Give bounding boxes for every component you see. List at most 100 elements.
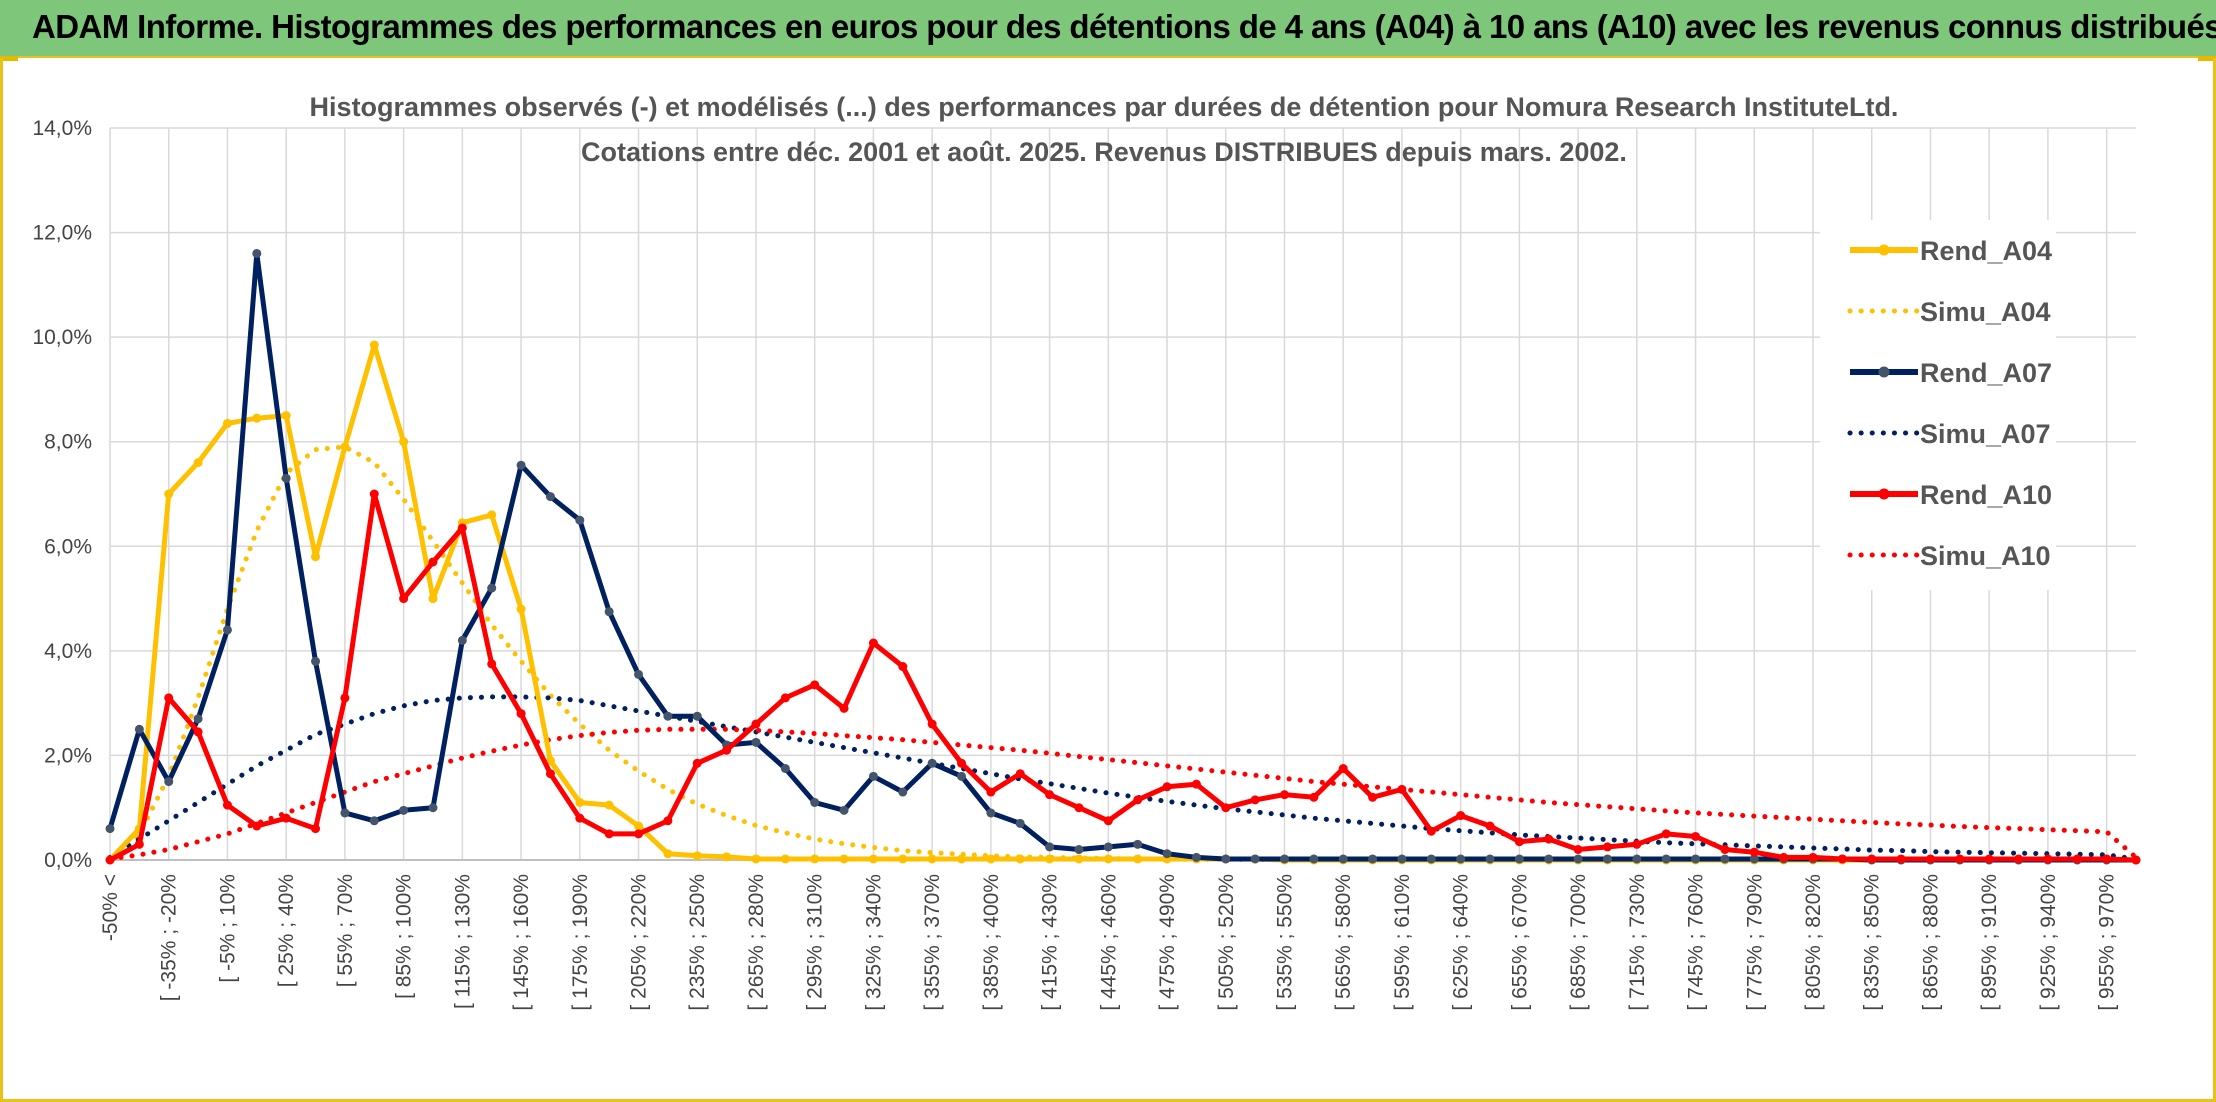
x-tick-label: [ 955% ; 970% <box>2096 874 2119 1011</box>
data-point <box>868 771 878 781</box>
data-point <box>663 711 673 721</box>
x-axis-ticks: -50% < [ -35% ; -20% [ -5% ; 10% [ 25% ; 40… <box>99 874 2119 1011</box>
data-point <box>105 855 115 865</box>
data-point <box>457 635 467 645</box>
data-point <box>1309 792 1319 802</box>
data-point <box>780 693 790 703</box>
data-point <box>2102 854 2112 864</box>
data-point <box>164 693 174 703</box>
x-tick-label: [ 415% ; 430% <box>1039 874 1062 1011</box>
data-point <box>1133 854 1143 864</box>
data-point <box>986 787 996 797</box>
data-point <box>164 489 174 499</box>
x-tick-label: [ 175% ; 190% <box>569 874 592 1011</box>
data-point <box>1221 803 1231 813</box>
data-point <box>1602 854 1612 864</box>
data-point <box>457 523 467 533</box>
data-point <box>1279 854 1289 864</box>
title-banner: ADAM Informe. Histogrammes des performan… <box>0 0 2216 58</box>
x-tick-label: [ 445% ; 460% <box>1097 874 1120 1011</box>
y-tick-label: 4,0% <box>44 640 92 663</box>
data-point <box>1074 845 1084 855</box>
data-point <box>751 854 761 864</box>
data-point <box>1984 854 1994 864</box>
x-tick-label: [ 55% ; 70% <box>334 874 357 987</box>
x-tick-label: [ 715% ; 730% <box>1626 874 1649 1011</box>
data-point <box>692 851 702 861</box>
data-point <box>105 824 115 834</box>
series-line <box>107 726 2139 862</box>
data-point <box>369 340 379 350</box>
x-tick-label: [ 685% ; 700% <box>1567 874 1590 1011</box>
data-point <box>545 492 555 502</box>
x-tick-label: [ 325% ; 340% <box>862 874 885 1011</box>
x-tick-label: [ 565% ; 580% <box>1332 874 1355 1011</box>
data-point <box>634 829 644 839</box>
data-point <box>839 805 849 815</box>
data-point <box>164 777 174 787</box>
data-point <box>340 442 350 452</box>
y-tick-label: 6,0% <box>44 535 92 558</box>
data-point <box>1573 845 1583 855</box>
x-tick-label: [ 835% ; 850% <box>1861 874 1884 1011</box>
y-tick-label: 12,0% <box>32 222 92 245</box>
data-point <box>222 800 232 810</box>
data-point <box>1691 854 1701 864</box>
data-point <box>1162 849 1172 859</box>
data-point <box>1045 790 1055 800</box>
data-point <box>927 758 937 768</box>
data-point <box>311 656 321 666</box>
data-point <box>1661 829 1671 839</box>
data-point <box>134 839 144 849</box>
data-point <box>1955 854 1965 864</box>
data-point <box>898 787 908 797</box>
x-tick-label: [ 265% ; 280% <box>745 874 768 1011</box>
series-Rend_A10 <box>105 489 2141 865</box>
data-point <box>780 854 790 864</box>
data-point <box>663 849 673 859</box>
data-point <box>428 594 438 604</box>
data-point <box>1015 769 1025 779</box>
x-tick-label: [ -5% ; 10% <box>216 874 239 983</box>
data-point <box>810 680 820 690</box>
x-tick-label: [ 655% ; 670% <box>1508 874 1531 1011</box>
data-point <box>2072 854 2082 864</box>
data-point <box>1573 854 1583 864</box>
data-point <box>604 800 614 810</box>
data-point <box>927 854 937 864</box>
data-point <box>1103 816 1113 826</box>
data-point <box>1896 854 1906 864</box>
data-point <box>1749 854 1759 864</box>
data-point <box>428 803 438 813</box>
x-tick-label: [ 355% ; 370% <box>921 874 944 1011</box>
data-point <box>1397 854 1407 864</box>
legend: Rend_A04 Simu_A04 Rend_A07 Simu_A07 Rend_A10… <box>1820 220 2056 590</box>
data-point <box>311 824 321 834</box>
x-tick-label: [ -35% ; -20% <box>158 874 181 1001</box>
y-tick-label: 8,0% <box>44 431 92 454</box>
data-point <box>1632 839 1642 849</box>
data-point <box>516 604 526 614</box>
data-point <box>722 745 732 755</box>
data-point <box>428 557 438 567</box>
data-point <box>898 662 908 672</box>
data-point <box>927 719 937 729</box>
data-point <box>839 854 849 864</box>
y-tick-label: 10,0% <box>32 326 92 349</box>
data-point <box>193 727 203 737</box>
x-tick-label: [ 505% ; 520% <box>1215 874 1238 1011</box>
data-point <box>1191 852 1201 862</box>
data-point <box>575 515 585 525</box>
data-point <box>692 758 702 768</box>
chart-frame <box>0 58 2216 1102</box>
data-point <box>1456 811 1466 821</box>
banner-title: ADAM Informe. Histogrammes des performan… <box>32 8 2216 45</box>
data-point <box>780 764 790 773</box>
series-Simu_A07 <box>107 694 2139 862</box>
data-point <box>868 638 878 648</box>
series-line <box>107 694 2139 862</box>
x-tick-label: [ 85% ; 100% <box>393 874 416 999</box>
data-point <box>1133 839 1143 849</box>
x-tick-label: [ 865% ; 880% <box>1919 874 1942 1011</box>
data-point <box>1074 803 1084 813</box>
